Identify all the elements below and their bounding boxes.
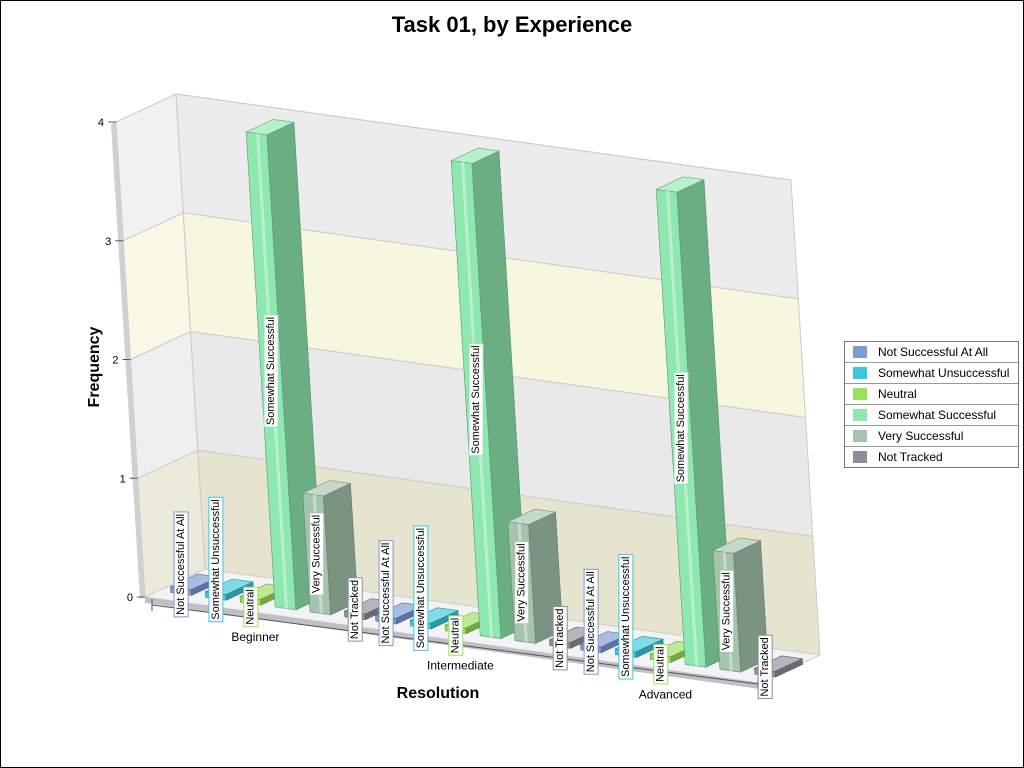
data-label: Very Successful <box>514 540 530 625</box>
y-tick-label: 0 <box>127 592 133 604</box>
data-label-box <box>208 496 224 623</box>
legend-item: Somewhat Unsuccessful <box>845 363 1018 384</box>
side-wall-band <box>123 212 191 360</box>
data-label-box <box>468 342 484 457</box>
chart-legend: Not Successful At All Somewhat Unsuccessf… <box>844 341 1019 468</box>
data-label-text: Very Successful <box>311 515 323 593</box>
data-label-box <box>719 569 735 653</box>
data-label-text: Neutral <box>450 618 462 653</box>
data-label-box <box>413 525 429 651</box>
y-tick-label: 4 <box>98 117 104 129</box>
legend-swatch <box>853 451 867 463</box>
bar-top <box>450 147 500 164</box>
legend-label: Neutral <box>878 387 917 401</box>
legend-swatch <box>853 430 867 442</box>
y-tick-label: 2 <box>112 355 118 367</box>
data-label: Somewhat Successful <box>263 314 279 428</box>
data-label-text: Not Tracked <box>759 637 771 696</box>
data-label-text: Somewhat Unsuccessful <box>620 557 632 677</box>
y-axis-title: Frequency <box>86 326 103 407</box>
data-label-box <box>347 577 363 642</box>
data-label: Not Successful At All <box>378 540 394 647</box>
data-label-text: Very Successful <box>721 572 733 650</box>
legend-item: Neutral <box>845 384 1018 405</box>
data-label-box <box>673 371 689 485</box>
x-tick-label: Beginner <box>231 630 279 644</box>
data-label-text: Not Tracked <box>554 609 566 668</box>
data-label-text: Somewhat Successful <box>470 345 482 453</box>
legend-label: Somewhat Unsuccessful <box>878 366 1010 380</box>
data-label-text: Somewhat Successful <box>675 374 687 482</box>
legend-swatch <box>853 367 867 379</box>
bar-top <box>245 119 295 136</box>
data-label: Somewhat Successful <box>468 342 484 457</box>
data-label-box <box>583 568 599 675</box>
data-label-box <box>552 606 568 671</box>
data-label-box <box>243 586 259 628</box>
legend-swatch <box>853 409 867 421</box>
data-label: Somewhat Unsuccessful <box>413 525 429 651</box>
data-label-text: Very Successful <box>516 543 528 621</box>
bar-top <box>301 480 352 497</box>
chart-title: Task 01, by Experience <box>391 12 633 37</box>
legend-label: Not Successful At All <box>878 345 989 359</box>
data-label: Very Successful <box>309 512 325 596</box>
data-label-text: Neutral <box>655 646 667 681</box>
data-label-box <box>173 511 189 618</box>
data-label: Neutral <box>653 643 669 685</box>
data-label: Somewhat Unsuccessful <box>618 554 634 680</box>
data-label-box <box>757 634 773 700</box>
y-tick-label: 1 <box>120 473 126 485</box>
data-label-text: Neutral <box>245 589 257 624</box>
data-label-text: Somewhat Unsuccessful <box>210 499 222 619</box>
data-label: Not Successful At All <box>583 568 599 675</box>
legend-item: Not Successful At All <box>845 342 1018 363</box>
data-label: Not Tracked <box>347 577 363 642</box>
x-tick-label: Advanced <box>639 687 692 701</box>
data-label: Somewhat Unsuccessful <box>208 496 224 623</box>
bar-top <box>506 508 557 526</box>
data-label: Not Tracked <box>757 634 773 700</box>
data-label: Not Successful At All <box>173 511 189 618</box>
data-label-text: Somewhat Successful <box>265 317 277 425</box>
bar-top <box>711 537 762 554</box>
data-label-box <box>514 540 530 625</box>
legend-swatch <box>853 346 867 358</box>
legend-item: Somewhat Successful <box>845 405 1018 426</box>
side-wall-band <box>130 331 198 479</box>
data-label: Somewhat Successful <box>673 371 689 485</box>
data-label: Neutral <box>243 586 259 628</box>
data-label-box <box>378 540 394 647</box>
legend-label: Not Tracked <box>878 450 943 464</box>
bar-top <box>655 176 705 193</box>
legend-item: Very Successful <box>845 426 1018 447</box>
data-label-text: Somewhat Unsuccessful <box>415 528 427 648</box>
legend-item: Not Tracked <box>845 447 1018 467</box>
data-label-box <box>618 554 634 680</box>
x-axis-title: Resolution <box>397 685 480 702</box>
data-label-box <box>263 314 279 428</box>
data-label-text: Not Successful At All <box>175 514 187 615</box>
data-label-text: Not Successful At All <box>585 571 597 672</box>
legend-label: Somewhat Successful <box>878 408 997 422</box>
data-label: Neutral <box>448 615 464 656</box>
data-label-text: Not Successful At All <box>380 543 392 644</box>
data-label-box <box>448 615 464 656</box>
x-tick-label: Intermediate <box>427 659 494 673</box>
y-tick-label: 3 <box>105 236 111 248</box>
data-label-box <box>653 643 669 685</box>
data-label-text: Not Tracked <box>349 580 361 639</box>
legend-swatch <box>853 388 867 400</box>
data-label: Very Successful <box>719 569 735 653</box>
data-label-box <box>309 512 325 596</box>
data-label: Not Tracked <box>552 606 568 671</box>
side-wall-band <box>116 94 184 241</box>
legend-label: Very Successful <box>878 429 964 443</box>
